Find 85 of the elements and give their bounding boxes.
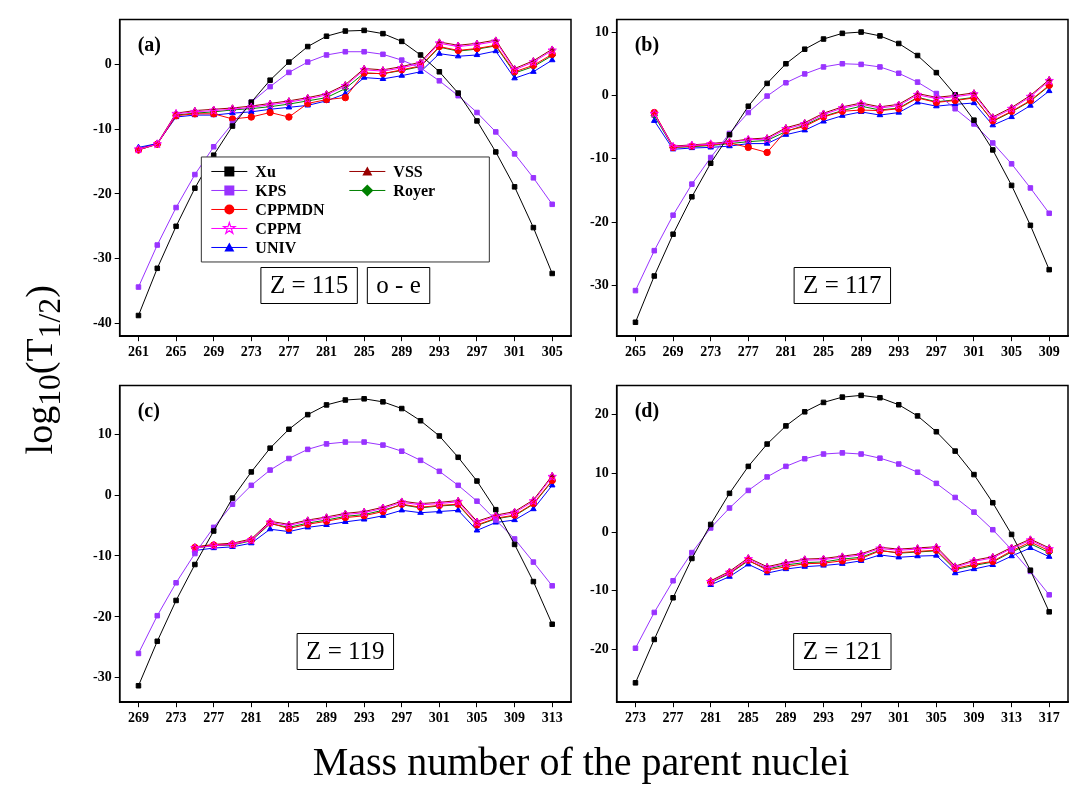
annotation: (d) [634,398,660,422]
x-tick-label: 281 [240,710,262,726]
y-tick-label: 20 [594,406,609,422]
x-tick-label: 309 [504,710,526,726]
annotation: Z = 121 [802,637,883,665]
x-tick-label: 293 [428,344,450,360]
y-tick-label: 0 [104,486,112,502]
x-tick-label: 313 [541,710,563,726]
legend-label: CPPM [255,219,302,237]
x-tick-label: 297 [391,710,413,726]
legend-label: Royer [393,181,436,200]
x-tick-label: 285 [278,710,300,726]
annotation: (c) [137,398,160,422]
x-tick-label: 289 [775,710,797,726]
legend-label: KPS [255,181,287,199]
x-tick-label: 289 [391,344,413,360]
y-tick-label: -10 [589,150,609,166]
x-tick-label: 309 [963,710,985,726]
x-tick-label: 273 [624,710,646,726]
x-tick-label: 265 [624,344,646,360]
x-tick-label: 289 [850,344,872,360]
x-tick-label: 281 [775,344,797,360]
x-tick-label: 277 [737,344,759,360]
x-tick-label: 277 [662,710,684,726]
x-tick-label: 285 [813,344,835,360]
y-tick-label: -10 [589,582,609,598]
x-tick-label: 305 [925,710,947,726]
y-tick-label: -30 [589,277,609,293]
x-tick-label: 293 [813,710,835,726]
y-tick-label: 10 [594,23,609,39]
x-tick-label: 305 [541,344,563,360]
legend-label: CPPMDN [255,200,326,218]
y-tick-label: -20 [92,608,112,624]
x-tick-label: 269 [662,344,684,360]
x-axis-title: Mass number of the parent nuclei [311,738,851,785]
x-tick-label: 313 [1001,710,1023,726]
x-tick-label: 301 [428,710,450,726]
annotation: (a) [137,32,161,56]
x-tick-label: 297 [466,344,488,360]
legend-label: UNIV [255,238,297,256]
y-tick-label: 10 [594,465,609,481]
x-tick-label: 301 [963,344,985,360]
y-tick-label: -10 [92,547,112,563]
x-tick-label: 285 [737,710,759,726]
x-tick-label: 277 [278,344,300,360]
y-tick-label: 10 [97,425,112,441]
annotation: Z = 117 [803,271,882,299]
y-tick-label: -20 [589,641,609,657]
x-tick-label: 281 [316,344,338,360]
y-tick-label: -40 [92,314,112,330]
x-tick-label: 281 [700,710,722,726]
x-tick-label: 309 [1038,344,1060,360]
x-tick-label: 269 [127,710,149,726]
y-tick-label: -20 [589,213,609,229]
y-tick-label: -30 [92,250,112,266]
x-tick-label: 293 [888,344,910,360]
x-tick-label: 293 [353,710,375,726]
annotation: o - e [376,271,421,299]
y-tick-label: -30 [92,669,112,685]
y-tick-label: -10 [92,120,112,136]
x-tick-label: 297 [850,710,872,726]
x-tick-label: 273 [240,344,262,360]
x-tick-label: 305 [1001,344,1023,360]
legend-label: Xu [255,162,276,180]
x-tick-label: 261 [127,344,149,360]
x-tick-label: 285 [353,344,375,360]
annotation: Z = 115 [269,271,349,299]
y-tick-label: 0 [601,523,609,539]
y-tick-label: 0 [104,56,112,72]
x-tick-label: 277 [203,710,225,726]
x-tick-label: 301 [888,710,910,726]
x-tick-label: 273 [700,344,722,360]
y-tick-label: 0 [601,87,609,103]
x-tick-label: 297 [925,344,947,360]
x-tick-label: 269 [203,344,225,360]
x-tick-label: 317 [1038,710,1060,726]
y-tick-label: -20 [92,185,112,201]
x-tick-label: 305 [466,710,488,726]
x-tick-label: 301 [504,344,526,360]
x-tick-label: 273 [165,710,187,726]
annotation: (b) [634,32,660,56]
x-tick-label: 289 [316,710,338,726]
legend-label: VSS [393,162,423,180]
x-tick-label: 265 [165,344,187,360]
annotation: Z = 119 [306,637,385,665]
